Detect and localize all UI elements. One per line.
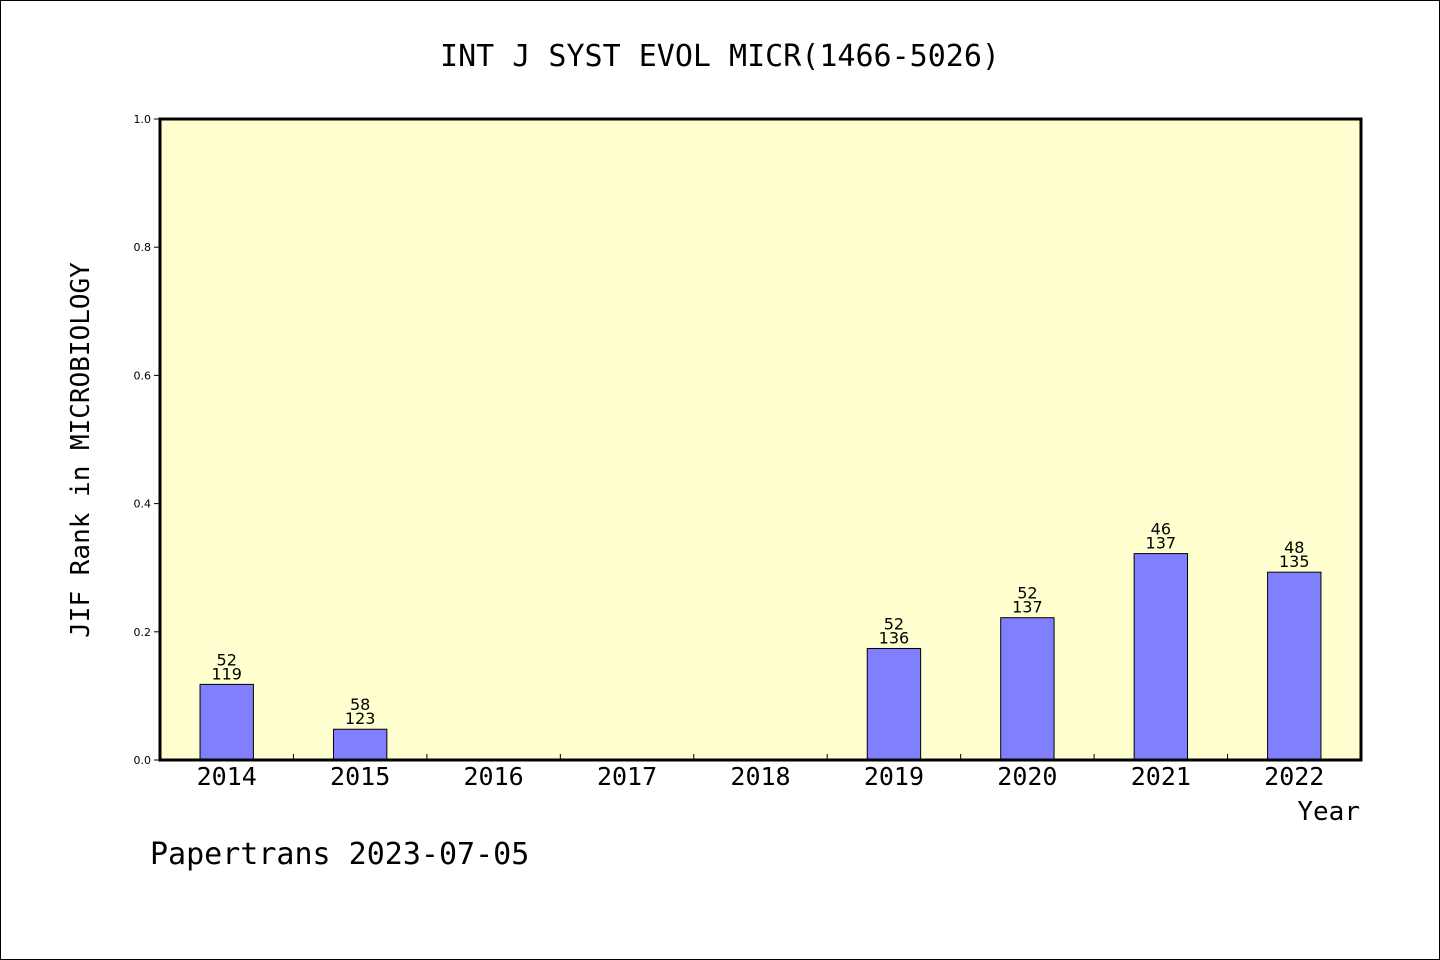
bar-label-rank-2022: 48 [1284, 538, 1304, 557]
chart-title: INT J SYST EVOL MICR(1466-5026) [440, 39, 1000, 74]
bar-label-total-2015: 123 [345, 709, 376, 728]
bar-label-total-2021: 137 [1146, 534, 1177, 553]
y-axis-ticks: 0.0 0.2 0.4 0.6 0.8 1.0 [134, 113, 160, 767]
footer-credit: Papertrans 2023-07-05 [150, 837, 529, 872]
bar-label-rank-2020: 52 [1017, 584, 1037, 603]
y-tick-label-5: 1.0 [134, 113, 152, 126]
bar-label-total-2020: 137 [1012, 598, 1043, 617]
y-tick-label-4: 0.8 [134, 241, 152, 254]
plot-border [158, 117, 1363, 762]
x-tick-label-2014: 2014 [197, 762, 257, 791]
x-tick-label-2019: 2019 [864, 762, 924, 791]
x-tick-label-2018: 2018 [730, 762, 790, 791]
bar-label-total-2022: 135 [1279, 552, 1310, 571]
bar-label-total-2014: 119 [211, 664, 242, 683]
y-tick-label-0: 0.0 [134, 754, 152, 767]
bar-label-rank-2019: 52 [884, 614, 904, 633]
bar-label-rank-2014: 52 [217, 650, 237, 669]
y-tick-label-2: 0.4 [134, 498, 152, 511]
bar-2015 [332, 728, 388, 761]
bar-2021 [1133, 553, 1189, 761]
bar-2014 [199, 683, 254, 761]
x-tick-label-2020: 2020 [997, 762, 1057, 791]
bar-label-total-2019: 136 [879, 628, 910, 647]
bar-label-rank-2021: 46 [1151, 520, 1171, 539]
bar-2022 [1267, 571, 1322, 761]
x-tick-label-2017: 2017 [597, 762, 657, 791]
y-axis-label: JIF Rank in MICROBIOLOGY [66, 262, 96, 638]
y-tick-label-3: 0.6 [134, 369, 152, 382]
bar-2019 [866, 647, 922, 761]
x-axis-label: Year [1297, 797, 1360, 827]
x-tick-label-2015: 2015 [330, 762, 390, 791]
x-tick-label-2016: 2016 [464, 762, 524, 791]
bar-label-rank-2015: 58 [350, 695, 370, 714]
x-axis-ticks: 2014 2015 2016 2017 2018 2019 2020 2021 2022 [197, 754, 1324, 791]
y-tick-label-1: 0.2 [134, 626, 152, 639]
x-tick-label-2021: 2021 [1131, 762, 1191, 791]
bar-2020 [1000, 617, 1055, 761]
x-tick-label-2022: 2022 [1264, 762, 1324, 791]
